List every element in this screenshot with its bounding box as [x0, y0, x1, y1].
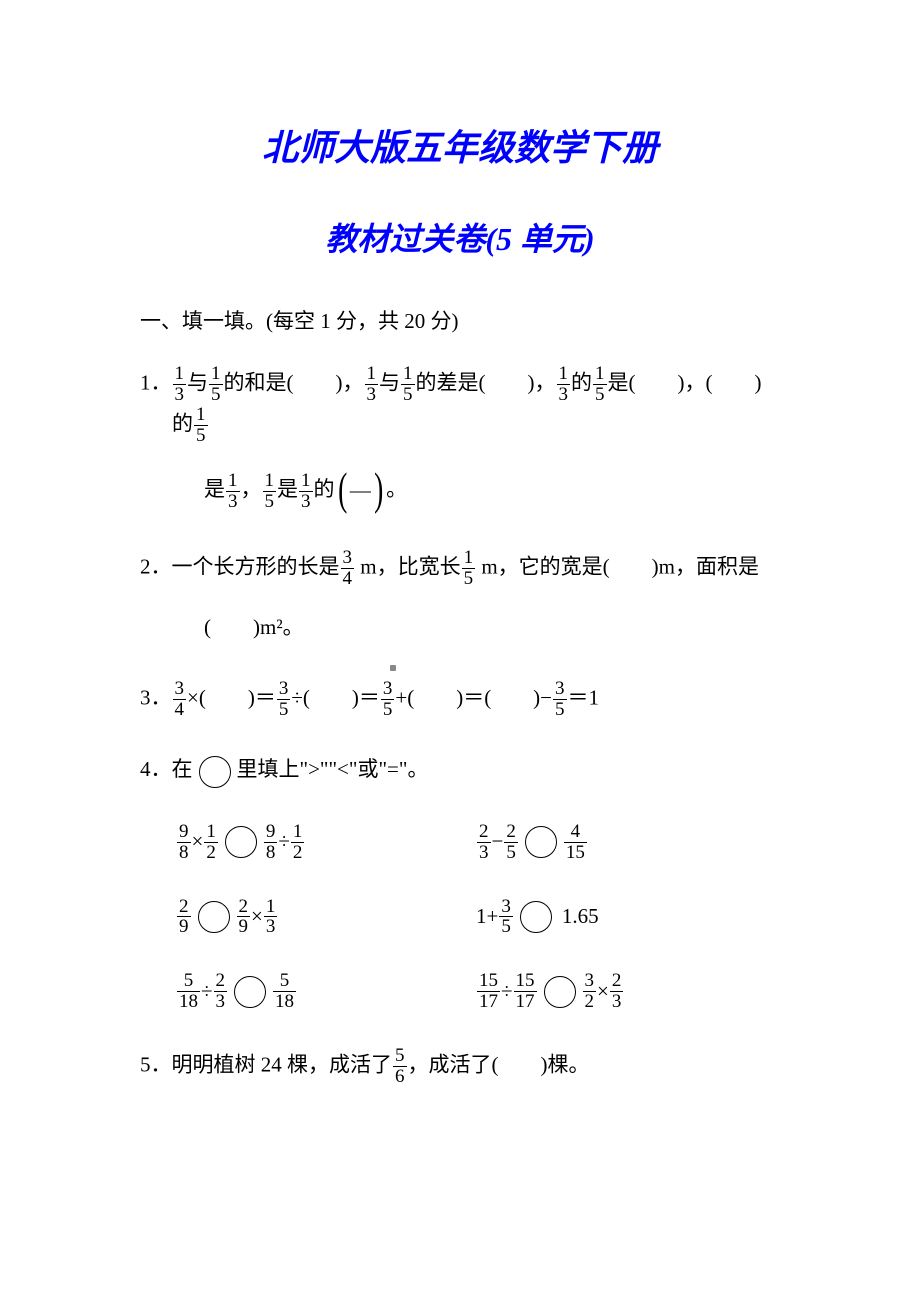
fraction: 25	[504, 822, 518, 863]
q-number: 2．	[140, 554, 172, 578]
fraction: 98	[264, 822, 278, 863]
worksheet-page: 北师大版五年级数学下册 教材过关卷(5 单元) 一、填一填。(每空 1 分，共 …	[0, 0, 920, 1181]
section-heading: 一、填一填。(每空 1 分，共 20 分)	[140, 305, 780, 339]
fraction: 34	[173, 679, 187, 720]
fraction: 34	[341, 548, 355, 589]
compare-row: 518÷23 518 1517÷1517 32×23	[176, 971, 780, 1012]
fraction: 15	[593, 364, 607, 405]
fraction: 35	[381, 679, 395, 720]
circle-blank-icon	[198, 901, 230, 933]
compare-cell: 98×12 98÷12	[176, 822, 476, 863]
fraction: 15	[401, 364, 415, 405]
q-number: 4．	[140, 757, 172, 781]
circle-blank-icon	[520, 901, 552, 933]
fraction: 23	[477, 822, 491, 863]
question-2-line2: ( )m²。	[172, 611, 780, 645]
big-paren-close: )	[374, 466, 383, 512]
fraction: 13	[557, 364, 571, 405]
compare-grid: 98×12 98÷12 23−25 415 29 29×13 1+35 1.65	[140, 822, 780, 1013]
compare-row: 98×12 98÷12 23−25 415	[176, 822, 780, 863]
fraction: 29	[237, 897, 251, 938]
question-4: 4．在里填上">""<"或"="。	[140, 753, 780, 787]
title-block: 北师大版五年级数学下册 教材过关卷(5 单元)	[140, 120, 780, 265]
question-1-line2: 是13，15是13的(—)。	[172, 468, 780, 514]
blank-frac: —	[350, 474, 371, 508]
question-2: 2．一个长方形的长是34 m，比宽长15 m，它的宽是( )m，面积是 ( )m…	[140, 548, 780, 644]
circle-blank-icon	[225, 826, 257, 858]
q-number: 1．	[140, 371, 172, 395]
fraction: 415	[564, 822, 587, 863]
fraction: 56	[393, 1046, 407, 1087]
circle-blank-icon	[199, 756, 231, 788]
fraction: 518	[177, 971, 200, 1012]
fraction: 518	[273, 971, 296, 1012]
fraction: 15	[462, 548, 476, 589]
circle-blank-icon	[525, 826, 557, 858]
fraction: 13	[226, 471, 240, 512]
compare-cell: 1517÷1517 32×23	[476, 971, 624, 1012]
q-number: 3．	[140, 685, 172, 709]
compare-cell: 23−25 415	[476, 822, 588, 863]
fraction: 12	[204, 822, 218, 863]
fraction: 13	[365, 364, 379, 405]
fraction: 1517	[514, 971, 537, 1012]
fraction: 23	[214, 971, 228, 1012]
fraction: 98	[177, 822, 191, 863]
title-main: 北师大版五年级数学下册	[140, 120, 780, 178]
question-5: 5．明明植树 24 棵，成活了56，成活了( )棵。	[140, 1046, 780, 1087]
big-paren-open: (	[338, 466, 347, 512]
compare-cell: 29 29×13	[176, 897, 476, 938]
question-3: 3．34×( )＝35÷( )＝35+( )＝( )−35＝1	[140, 679, 780, 720]
fraction: 13	[299, 471, 313, 512]
fraction: 35	[277, 679, 291, 720]
compare-row: 29 29×13 1+35 1.65	[176, 897, 780, 938]
question-1: 1．13与15的和是( )，13与15的差是( )，13的15是( )，( )的…	[140, 364, 780, 514]
fraction: 35	[499, 897, 513, 938]
fraction: 15	[194, 405, 208, 446]
fraction: 13	[264, 897, 278, 938]
fraction: 29	[177, 897, 191, 938]
q-number: 5．	[140, 1053, 172, 1077]
circle-blank-icon	[234, 976, 266, 1008]
fraction: 1517	[477, 971, 500, 1012]
fraction: 32	[583, 971, 597, 1012]
fraction: 35	[553, 679, 567, 720]
fraction: 12	[291, 822, 305, 863]
compare-cell: 518÷23 518	[176, 971, 476, 1012]
fraction: 13	[173, 364, 187, 405]
compare-cell: 1+35 1.65	[476, 897, 599, 938]
fraction: 15	[209, 364, 223, 405]
fraction: 15	[263, 471, 277, 512]
title-sub: 教材过关卷(5 单元)	[140, 214, 780, 265]
decorative-dot	[390, 665, 396, 671]
circle-blank-icon	[544, 976, 576, 1008]
fraction: 23	[610, 971, 624, 1012]
